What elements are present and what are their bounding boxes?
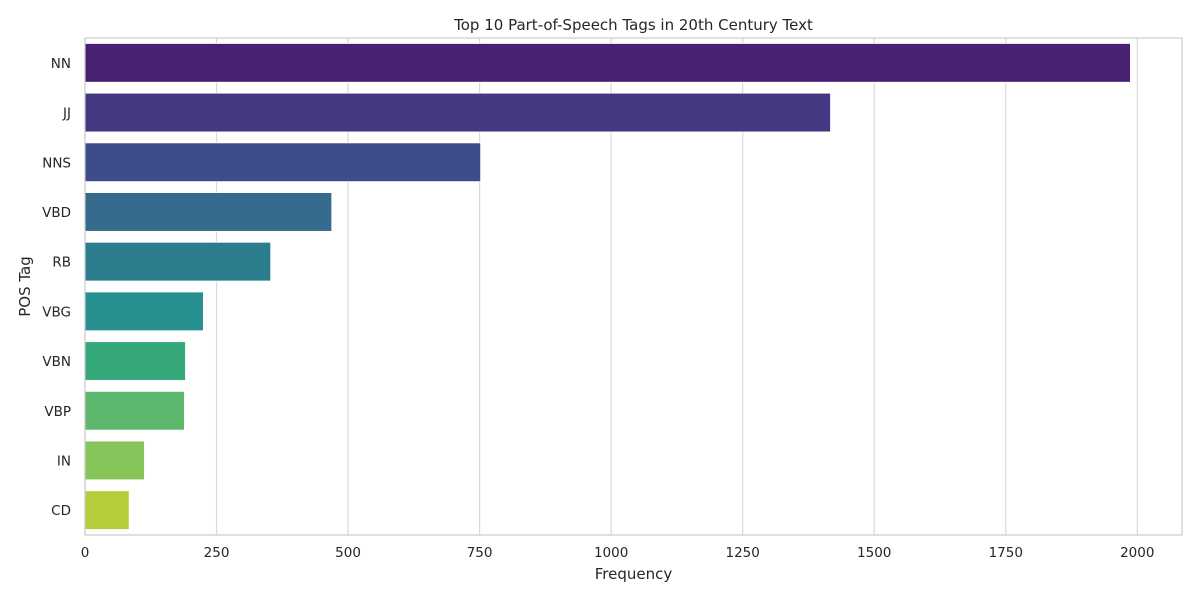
- bar-vbn: [84, 341, 186, 381]
- x-tick-label: 1500: [857, 545, 891, 561]
- y-tick-labels: NN JJ NNS VBD RB VBG VBN VBP IN CD: [42, 56, 71, 519]
- bar-vbg: [84, 291, 204, 332]
- x-tick-label: 2000: [1120, 545, 1154, 561]
- y-tick-label: JJ: [62, 106, 71, 122]
- x-axis-label: Frequency: [595, 565, 673, 583]
- y-tick-label: RB: [52, 255, 71, 271]
- plot-frame: [84, 37, 1183, 536]
- y-tick-label: VBP: [44, 404, 71, 420]
- x-tick-label: 0: [81, 545, 90, 561]
- bar-vbd: [84, 192, 333, 232]
- y-tick-label: NNS: [42, 155, 71, 171]
- chart-title: Top 10 Part-of-Speech Tags in 20th Centu…: [453, 16, 813, 34]
- y-tick-label: VBG: [42, 304, 71, 320]
- x-tick-label: 1250: [725, 545, 759, 561]
- bar-in: [84, 440, 145, 481]
- x-tick-label: 500: [335, 545, 361, 561]
- x-tick-label: 1750: [989, 545, 1023, 561]
- x-tick-labels: 0 250 500 750 1000 1250 1500 1750 2000: [81, 545, 1155, 561]
- x-tick-label: 750: [467, 545, 493, 561]
- y-tick-label: IN: [57, 453, 71, 469]
- y-tick-label: CD: [51, 503, 71, 519]
- x-tick-label: 1000: [594, 545, 628, 561]
- y-tick-label: VBN: [42, 354, 71, 370]
- bars: [84, 43, 1131, 530]
- y-tick-label: NN: [51, 56, 71, 72]
- y-axis-label: POS Tag: [16, 256, 34, 317]
- bar-rb: [84, 241, 272, 282]
- bar-nn: [84, 43, 1131, 83]
- bar-vbp: [84, 390, 185, 431]
- bar-cd: [84, 490, 130, 530]
- x-tick-label: 250: [204, 545, 230, 561]
- y-tick-label: VBD: [42, 205, 71, 221]
- bar-jj: [84, 92, 831, 133]
- bar-nns: [84, 142, 482, 183]
